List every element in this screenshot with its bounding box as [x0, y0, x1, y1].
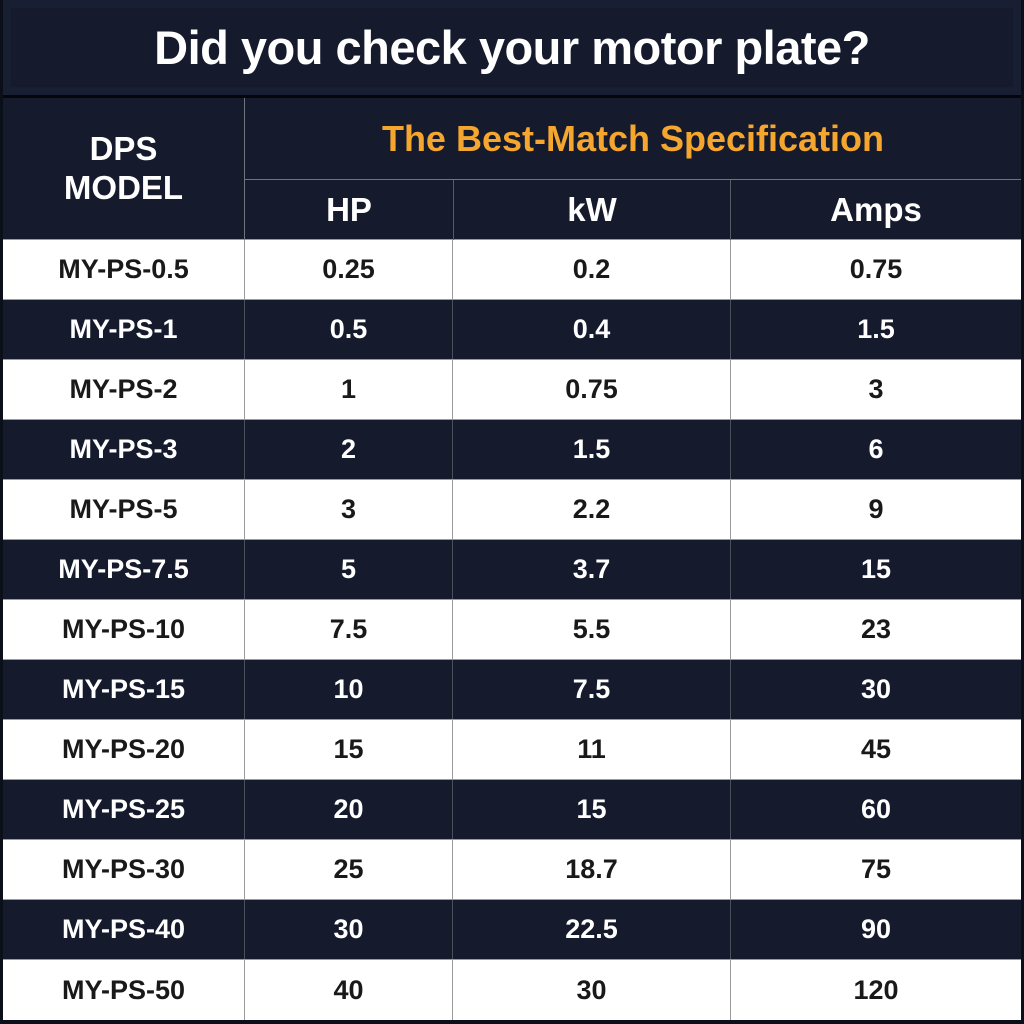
table-row: MY-PS-30 25 18.7 75	[3, 840, 1021, 900]
model-cell: MY-PS-7.5	[3, 540, 245, 599]
table-header: DPS MODEL The Best-Match Specification H…	[3, 98, 1021, 240]
amps-cell: 90	[860, 914, 892, 944]
kw-cell: 0.2	[453, 240, 731, 299]
column-header-amps: Amps	[830, 191, 922, 228]
model-cell: MY-PS-20	[3, 720, 245, 779]
amps-cell: 0.75	[849, 254, 903, 284]
hp-cell: 1	[245, 360, 453, 419]
hp-cell: 7.5	[245, 600, 453, 659]
model-cell: MY-PS-5	[3, 480, 245, 539]
model-cell: MY-PS-40	[3, 900, 245, 959]
title-bar: Did you check your motor plate?	[3, 0, 1021, 98]
kw-cell: 0.4	[453, 300, 731, 359]
kw-cell: 3.7	[453, 540, 731, 599]
kw-cell: 1.5	[453, 420, 731, 479]
model-cell: MY-PS-15	[3, 660, 245, 719]
model-cell: MY-PS-2	[3, 360, 245, 419]
table-row: MY-PS-7.5 5 3.7 15	[3, 540, 1021, 600]
table-row: MY-PS-50 40 30 120	[3, 960, 1021, 1020]
model-cell: MY-PS-0.5	[3, 240, 245, 299]
amps-cell: 45	[860, 734, 892, 764]
hp-cell: 20	[245, 780, 453, 839]
amps-cell: 6	[868, 434, 884, 464]
hp-cell: 15	[245, 720, 453, 779]
table-row: MY-PS-3 2 1.5 6	[3, 420, 1021, 480]
hp-cell: 2	[245, 420, 453, 479]
kw-cell: 30	[453, 960, 731, 1020]
table-row: MY-PS-0.5 0.25 0.2 0.75	[3, 240, 1021, 300]
hp-cell: 30	[245, 900, 453, 959]
kw-cell: 22.5	[453, 900, 731, 959]
hp-cell: 5	[245, 540, 453, 599]
table-body: MY-PS-0.5 0.25 0.2 0.75 MY-PS-1 0.5 0.4 …	[3, 240, 1021, 1020]
amps-cell: 120	[853, 974, 899, 1005]
hp-cell: 40	[245, 960, 453, 1020]
amps-cell: 9	[868, 494, 884, 524]
model-cell: MY-PS-25	[3, 780, 245, 839]
model-cell: MY-PS-10	[3, 600, 245, 659]
kw-cell: 11	[453, 720, 731, 779]
hp-cell: 10	[245, 660, 453, 719]
kw-cell: 0.75	[453, 360, 731, 419]
hp-cell: 0.5	[245, 300, 453, 359]
hp-cell: 3	[245, 480, 453, 539]
amps-cell: 30	[860, 674, 892, 704]
model-cell: MY-PS-30	[3, 840, 245, 899]
table-row: MY-PS-20 15 11 45	[3, 720, 1021, 780]
kw-cell: 18.7	[453, 840, 731, 899]
amps-cell: 3	[868, 374, 884, 404]
page-title: Did you check your motor plate?	[154, 21, 870, 74]
column-header-hp: HP	[326, 191, 372, 228]
hp-cell: 0.25	[245, 240, 453, 299]
amps-cell: 60	[860, 794, 892, 824]
table-row: MY-PS-40 30 22.5 90	[3, 900, 1021, 960]
amps-cell: 75	[860, 854, 892, 884]
table-row: MY-PS-10 7.5 5.5 23	[3, 600, 1021, 660]
kw-cell: 5.5	[453, 600, 731, 659]
model-column-header-label: DPS MODEL	[63, 130, 184, 206]
hp-cell: 25	[245, 840, 453, 899]
table-row: MY-PS-2 1 0.75 3	[3, 360, 1021, 420]
amps-cell: 23	[860, 614, 892, 644]
kw-cell: 7.5	[453, 660, 731, 719]
kw-cell: 2.2	[453, 480, 731, 539]
spec-group-header: The Best-Match Specification	[245, 98, 1021, 180]
model-cell: MY-PS-3	[3, 420, 245, 479]
model-cell: MY-PS-50	[3, 960, 245, 1020]
model-cell: MY-PS-1	[3, 300, 245, 359]
table-row: MY-PS-5 3 2.2 9	[3, 480, 1021, 540]
amps-cell: 1.5	[857, 314, 895, 344]
table-row: MY-PS-15 10 7.5 30	[3, 660, 1021, 720]
column-header-kw: kW	[453, 180, 731, 240]
table-row: MY-PS-25 20 15 60	[3, 780, 1021, 840]
amps-cell: 15	[860, 554, 892, 584]
kw-cell: 15	[453, 780, 731, 839]
table-row: MY-PS-1 0.5 0.4 1.5	[3, 300, 1021, 360]
model-column-header: DPS MODEL	[3, 98, 245, 240]
